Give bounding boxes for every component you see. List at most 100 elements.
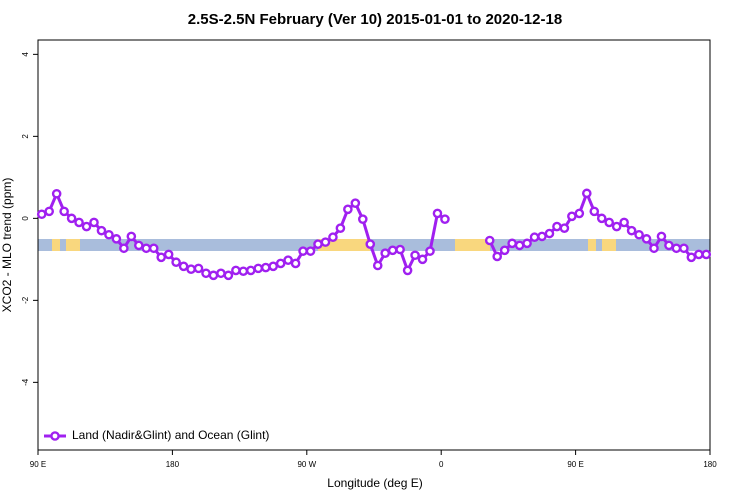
data-point [529, 232, 540, 243]
data-point [380, 248, 391, 258]
data-point [313, 239, 323, 249]
data-point [59, 206, 69, 217]
land-band [52, 239, 60, 251]
data-point [343, 204, 353, 215]
data-point [372, 260, 383, 271]
data-point [201, 268, 211, 279]
data-point [537, 231, 547, 242]
data-point [634, 229, 644, 240]
data-point [425, 246, 435, 256]
legend-label: Land (Nadir&Glint) and Ocean (Glint) [72, 428, 269, 442]
data-point [559, 223, 570, 233]
data-point [238, 266, 249, 277]
data-point [544, 228, 555, 239]
legend-marker [50, 431, 60, 441]
data-point [656, 231, 667, 242]
data-point [671, 243, 682, 254]
data-point [432, 208, 443, 219]
data-point [298, 246, 308, 256]
data-point [328, 232, 338, 243]
x-tick-label: 90 W [297, 460, 316, 469]
y-tick-label: -2 [21, 296, 30, 304]
data-point [320, 237, 331, 247]
y-tick-label: 2 [21, 134, 30, 139]
data-point [148, 243, 159, 254]
data-point [36, 209, 47, 220]
y-axis-label: XCO2 - MLO trend (ppm) [0, 178, 14, 313]
x-tick-label: 0 [439, 460, 444, 469]
data-point [350, 198, 361, 208]
plot-frame [37, 39, 711, 451]
land-band [66, 239, 80, 251]
land-band [588, 239, 596, 251]
data-point [231, 265, 241, 276]
land-band [602, 239, 616, 251]
data-point [245, 265, 256, 276]
data-point [596, 213, 607, 224]
data-point [701, 249, 712, 260]
x-tick-label: 180 [703, 460, 717, 469]
data-point [193, 263, 204, 274]
data-point [574, 208, 585, 219]
data-point [275, 258, 286, 269]
data-point [44, 206, 55, 217]
data-point [694, 249, 704, 260]
data-point [305, 246, 316, 256]
data-point [567, 211, 577, 222]
data-point [522, 238, 532, 249]
data-point [626, 225, 637, 236]
data-point [66, 213, 77, 224]
data-point [552, 221, 562, 232]
data-point [357, 214, 368, 224]
data-point [74, 217, 84, 228]
data-point [395, 244, 405, 255]
x-tick-label: 90 E [567, 460, 583, 469]
data-point [290, 258, 301, 269]
data-point [156, 252, 166, 263]
y-tick-label: 4 [21, 52, 30, 57]
data-point [51, 188, 62, 199]
data-point [268, 261, 279, 272]
data-point [641, 234, 652, 244]
data-point [611, 221, 622, 232]
data-point [178, 261, 189, 272]
data-point [589, 206, 600, 217]
y-tick-label: 0 [21, 216, 30, 221]
data-point [679, 243, 689, 254]
data-point [410, 250, 420, 261]
data-point [649, 243, 659, 254]
data-point [104, 229, 114, 240]
data-point [163, 249, 174, 260]
data-point [335, 223, 346, 233]
data-point [133, 240, 144, 251]
data-point [119, 243, 129, 254]
x-tick-label: 90 E [30, 460, 46, 469]
data-point [208, 270, 219, 281]
data-point [499, 245, 510, 256]
data-point [484, 235, 495, 246]
y-tick-label: -4 [21, 378, 30, 386]
data-point [417, 254, 428, 265]
data-point [283, 255, 293, 265]
data-point [96, 225, 107, 236]
data-point [260, 262, 271, 273]
data-point [171, 257, 181, 268]
data-point [186, 264, 196, 274]
data-point [582, 188, 592, 199]
data-point [604, 217, 615, 228]
chart-title: 2.5S-2.5N February (Ver 10) 2015-01-01 t… [188, 11, 562, 28]
data-point [402, 265, 413, 276]
data-point [440, 214, 450, 224]
data-point [253, 263, 264, 274]
data-point [514, 240, 525, 251]
data-point [686, 252, 697, 263]
x-axis-label: Longitude (deg E) [327, 476, 422, 490]
data-point [387, 245, 398, 256]
land-band [318, 239, 370, 251]
data-point [664, 240, 674, 251]
data-point [216, 268, 226, 279]
data-point [81, 221, 92, 232]
x-tick-label: 180 [166, 460, 180, 469]
land-band [455, 239, 490, 251]
